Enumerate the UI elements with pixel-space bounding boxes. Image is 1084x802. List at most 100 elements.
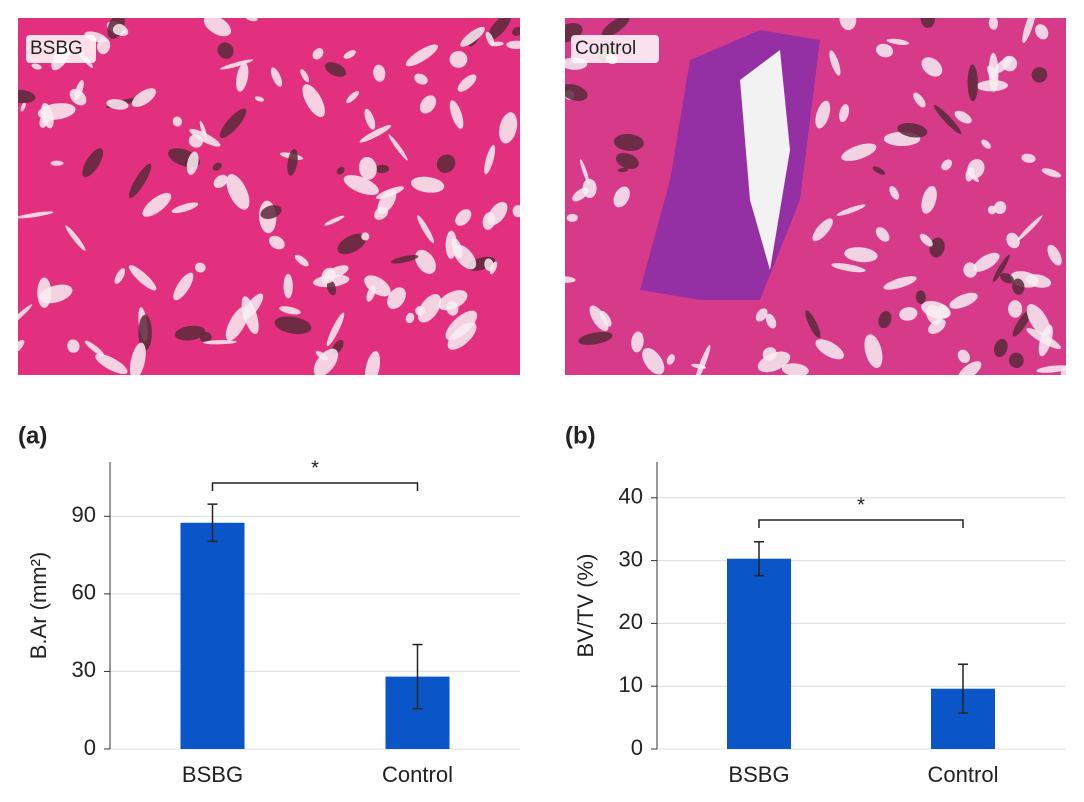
texture [579,158,590,185]
texture [39,112,50,128]
texture [455,209,472,226]
texture [642,348,665,375]
texture [142,192,172,217]
y-tick-label: 10 [619,672,643,697]
texture [1041,168,1062,178]
texture [313,348,339,375]
y-axis-label: B.Ar (mm²) [26,552,51,660]
texture [566,213,578,222]
texture [417,294,442,323]
texture [954,110,972,124]
texture [326,312,345,347]
texture [241,296,259,335]
texture [84,340,105,357]
texture [65,225,86,251]
y-tick-label: 40 [619,484,643,509]
error-bar [754,541,764,577]
bar [180,522,245,749]
texture [913,92,926,108]
texture [981,139,991,149]
y-tick-label: 30 [619,546,643,571]
texture [405,44,439,67]
texture [987,65,999,82]
texture [188,134,203,148]
texture [18,304,33,329]
texture [875,227,890,242]
texture [1008,300,1023,318]
texture [414,73,428,85]
texture [617,167,629,173]
texture [377,189,397,214]
texture [294,254,309,267]
texture [438,290,468,311]
texture [20,101,26,112]
image-label: BSBG [30,38,83,59]
texture [957,349,970,364]
texture [1012,309,1032,337]
x-tick-label: BSBG [728,762,789,787]
significance-label: * [857,494,865,516]
texture [512,26,520,36]
error-bar [958,663,968,714]
texture [172,116,182,127]
texture [965,167,975,182]
texture [872,166,886,175]
texture [755,308,768,322]
texture [449,100,464,129]
texture [106,99,129,110]
texture [445,310,478,341]
texture [364,350,381,375]
texture [878,311,892,329]
texture [933,105,962,135]
texture [457,74,477,92]
texture [565,276,576,283]
texture [31,63,42,70]
texture [274,316,312,335]
texture [300,69,310,83]
label-bg [571,35,659,63]
texture [82,148,104,178]
texture [254,96,265,102]
texture [226,174,250,210]
texture [963,262,978,278]
texture [781,363,809,375]
y-tick-label: 90 [72,502,96,527]
texture [287,148,298,176]
texture [203,18,232,37]
texture [390,254,419,264]
texture [373,64,386,82]
y-axis-label: BV/TV (%) [573,554,598,658]
texture [929,237,945,258]
texture [485,31,495,47]
texture [805,310,821,339]
texture [387,287,406,310]
texture [194,262,206,273]
texture [484,258,494,272]
bar [727,558,791,749]
texture [666,354,675,365]
texture [186,151,199,176]
texture [812,218,833,242]
error-bar [412,643,423,710]
significance-bracket [211,482,419,491]
texture [844,247,878,263]
texture [958,361,982,375]
texture [613,186,630,208]
error-bar [207,503,218,543]
texture [405,312,415,324]
texture [1016,215,1043,242]
texture [69,88,87,106]
texture [321,267,336,284]
texture [897,122,928,138]
texture [601,18,630,37]
panel-label: (a) [18,422,47,449]
texture [1026,304,1051,337]
texture [889,185,900,200]
texture [199,120,208,141]
texture [1036,365,1066,373]
texture [949,292,978,309]
texture [831,263,866,273]
texture [171,202,199,214]
texture [631,331,644,353]
texture [131,88,157,108]
